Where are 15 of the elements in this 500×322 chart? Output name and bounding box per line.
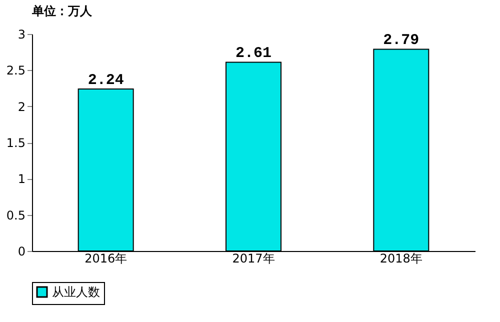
y-tick-label: 1 (18, 172, 26, 186)
data-label: 2.24 (88, 72, 124, 89)
x-tick-label: 2018年 (380, 252, 422, 266)
x-tick-label: 2016年 (84, 252, 128, 266)
y-tick-label: 2 (18, 100, 26, 114)
y-tick-label: 1.5 (6, 136, 26, 150)
y-tick-label: 0 (18, 244, 26, 258)
data-label: 2.79 (383, 32, 420, 50)
x-tick-label: 2017年 (232, 252, 275, 266)
text: 单位：万人 (31, 4, 93, 18)
y-tick-label: 3 (18, 28, 26, 42)
legend-label: 从业人数 (52, 285, 100, 299)
data-label: 2.61 (235, 45, 272, 62)
y-tick-label: 0.5 (6, 208, 26, 222)
y-tick-label: 2.5 (6, 64, 26, 78)
